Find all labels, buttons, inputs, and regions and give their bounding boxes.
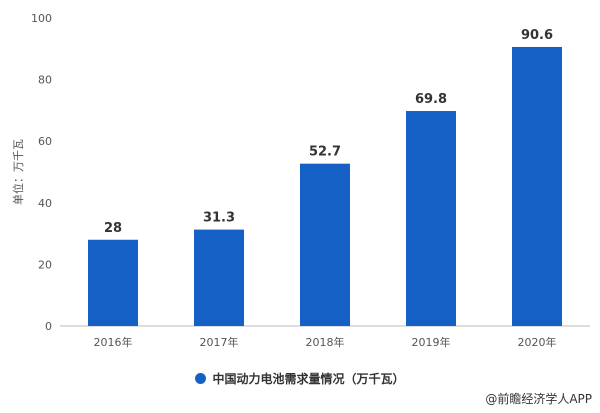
data-label: 52.7 <box>309 145 341 160</box>
x-tick-label: 2016年 <box>94 335 133 349</box>
legend-label: 中国动力电池需求量情况（万千瓦） <box>212 372 405 386</box>
data-label: 31.3 <box>203 211 235 226</box>
x-tick-label: 2019年 <box>412 335 451 349</box>
y-tick-label: 40 <box>38 197 52 210</box>
y-axis-label: 单位：万千瓦 <box>11 139 25 205</box>
data-label: 69.8 <box>415 92 447 107</box>
data-label: 28 <box>104 221 122 236</box>
y-tick-label: 20 <box>38 258 52 271</box>
bar <box>300 163 350 326</box>
y-tick-label: 100 <box>31 12 52 25</box>
x-tick-label: 2018年 <box>306 335 345 349</box>
data-label: 90.6 <box>521 28 553 43</box>
credit: @前瞻经济学人APP <box>485 392 592 406</box>
y-tick-label: 60 <box>38 135 52 148</box>
bar <box>512 46 562 327</box>
y-tick-label: 80 <box>38 74 52 87</box>
legend-marker <box>195 373 207 384</box>
bar <box>88 239 138 326</box>
x-tick-label: 2020年 <box>518 335 557 349</box>
bar <box>406 111 456 327</box>
legend: 中国动力电池需求量情况（万千瓦） <box>0 370 600 387</box>
x-tick-label: 2017年 <box>200 335 239 349</box>
y-tick-label: 0 <box>45 320 52 333</box>
bar <box>194 229 244 326</box>
